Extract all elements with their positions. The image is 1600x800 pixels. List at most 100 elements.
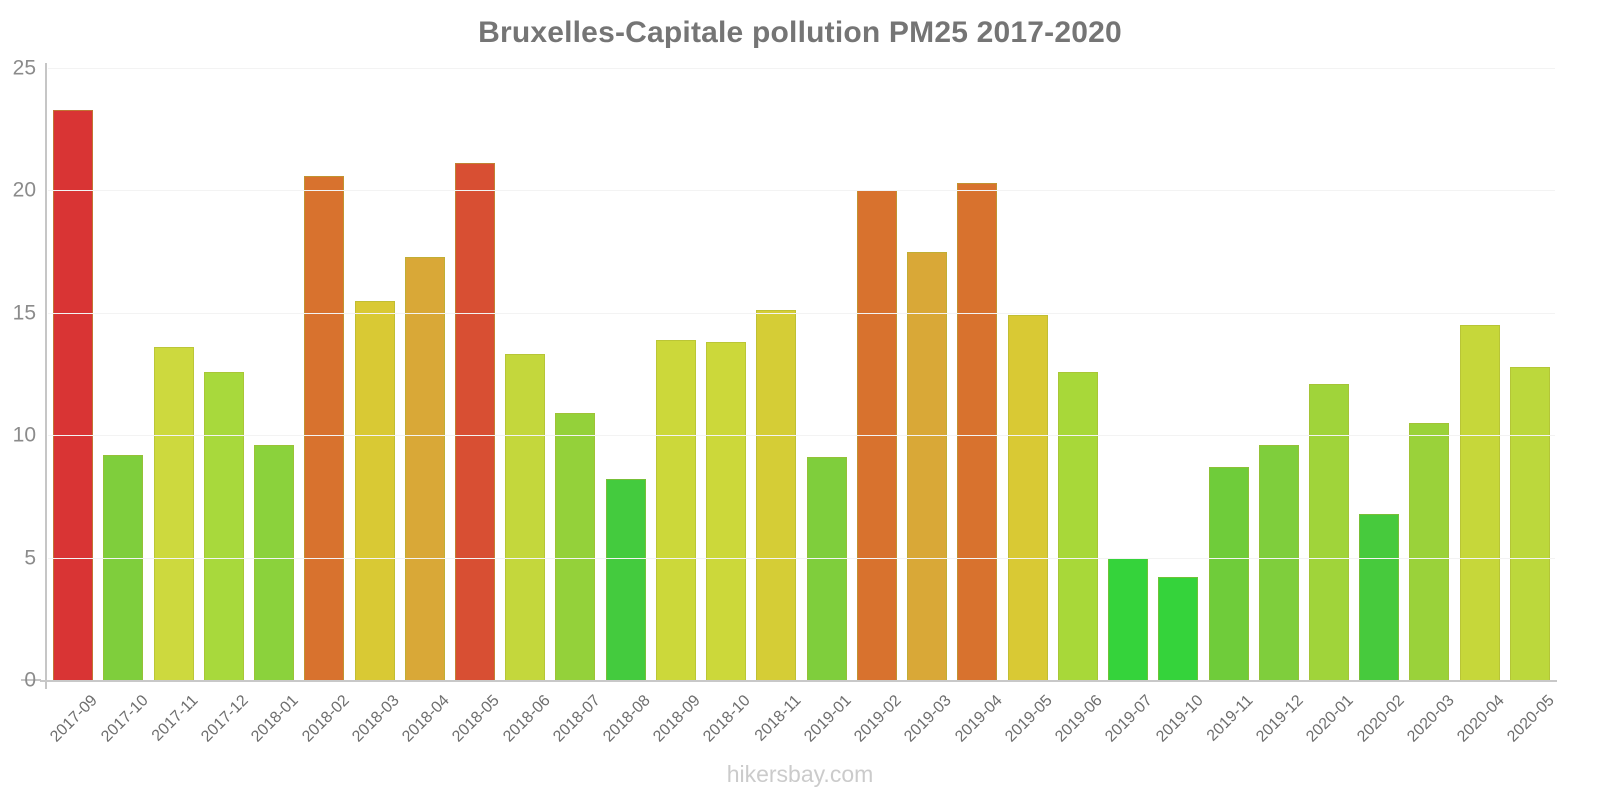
bar-slot-2019-04: 2019-04 xyxy=(952,68,1005,746)
x-tick-label-2018-04: 2018-04 xyxy=(399,692,453,746)
y-axis-zero-tick xyxy=(21,679,41,681)
x-tick-label-2018-07: 2018-07 xyxy=(549,692,604,746)
x-tick-label-2020-02: 2020-02 xyxy=(1353,692,1408,746)
x-tick-label-2020-03: 2020-03 xyxy=(1403,692,1458,746)
x-tick-label-2017-10: 2017-10 xyxy=(97,692,152,746)
bar-slot-2018-07: 2018-07 xyxy=(550,68,603,746)
bar-slot-2017-11: 2017-11 xyxy=(148,68,202,745)
bar-2018-10[interactable] xyxy=(706,342,747,680)
gridline-15 xyxy=(48,312,1555,314)
x-tick-label-2019-06: 2019-06 xyxy=(1052,692,1106,746)
bar-2018-07[interactable] xyxy=(555,413,596,680)
bar-2017-11[interactable] xyxy=(153,347,194,680)
x-tick-label-2019-04: 2019-04 xyxy=(951,692,1006,746)
bar-slot-2018-11: 2018-11 xyxy=(751,68,804,745)
y-tick-label-25: 25 xyxy=(12,56,36,80)
y-axis-line xyxy=(45,63,47,689)
bar-2018-04[interactable] xyxy=(404,256,445,680)
bar-slot-2018-04: 2018-04 xyxy=(399,68,453,746)
bar-2019-07[interactable] xyxy=(1108,557,1149,680)
bar-2019-04[interactable] xyxy=(957,183,998,680)
bar-2018-08[interactable] xyxy=(605,479,646,680)
gridline-5 xyxy=(48,557,1555,559)
bar-2018-06[interactable] xyxy=(505,354,546,680)
watermark-text: hikersbay.com xyxy=(726,761,874,787)
x-tick-label-2017-09: 2017-09 xyxy=(47,692,102,746)
bar-2017-10[interactable] xyxy=(103,454,144,680)
bar-2020-05[interactable] xyxy=(1509,366,1550,680)
x-tick-label-2019-01: 2019-01 xyxy=(801,692,855,746)
y-tick-label-20: 20 xyxy=(12,178,36,202)
bar-series: 2017-09 2017-10 2017-11 2017-12 2018-01 2018-… xyxy=(48,68,1558,746)
bar-2020-03[interactable] xyxy=(1409,422,1450,680)
bar-slot-2020-05: 2020-05 xyxy=(1504,68,1558,746)
x-tick-label-2017-11: 2017-11 xyxy=(148,692,202,745)
bar-slot-2020-02: 2020-02 xyxy=(1354,68,1407,746)
x-tick-label-2019-11: 2019-11 xyxy=(1203,692,1257,745)
x-tick-label-2018-08: 2018-08 xyxy=(600,692,654,746)
bar-2018-02[interactable] xyxy=(304,175,345,680)
bar-2019-01[interactable] xyxy=(806,457,847,680)
gridline-20 xyxy=(48,190,1555,192)
bar-2020-04[interactable] xyxy=(1459,325,1500,680)
bar-2019-03[interactable] xyxy=(907,251,948,680)
bar-slot-2018-05: 2018-05 xyxy=(449,68,503,746)
bar-slot-2019-05: 2019-05 xyxy=(1002,68,1056,746)
gridline-10 xyxy=(48,435,1555,437)
bar-slot-2020-04: 2020-04 xyxy=(1454,68,1508,746)
plot-area: 2017-09 2017-10 2017-11 2017-12 2018-01 2018-… xyxy=(13,58,1558,746)
y-tick-label-0: 0 xyxy=(24,668,36,692)
bar-2019-10[interactable] xyxy=(1158,577,1199,680)
bar-slot-2018-08: 2018-08 xyxy=(600,68,654,746)
bar-slot-2017-09: 2017-09 xyxy=(48,68,101,746)
bar-2017-12[interactable] xyxy=(203,371,244,680)
bar-2020-01[interactable] xyxy=(1308,383,1349,680)
bar-slot-2018-02: 2018-02 xyxy=(299,68,352,746)
bar-2018-01[interactable] xyxy=(254,445,295,680)
x-tick-label-2020-01: 2020-01 xyxy=(1303,692,1358,746)
y-tick-label-5: 5 xyxy=(24,546,36,570)
bar-2018-05[interactable] xyxy=(454,163,495,680)
bar-slot-2020-01: 2020-01 xyxy=(1303,68,1357,746)
x-tick-label-2020-05: 2020-05 xyxy=(1504,692,1558,746)
x-tick-label-2020-04: 2020-04 xyxy=(1454,692,1508,746)
bar-2020-02[interactable] xyxy=(1359,513,1400,680)
x-tick-label-2018-06: 2018-06 xyxy=(499,692,554,746)
bar-2019-05[interactable] xyxy=(1007,315,1048,680)
gridline-25 xyxy=(48,68,1555,69)
x-tick-label-2018-05: 2018-05 xyxy=(449,692,504,746)
bar-slot-2019-11: 2019-11 xyxy=(1203,68,1257,745)
chart-title: Bruxelles-Capitale pollution PM25 2017-2… xyxy=(478,16,1122,49)
bar-2019-12[interactable] xyxy=(1258,445,1299,680)
y-tick-label-10: 10 xyxy=(12,423,36,447)
x-tick-label-2018-10: 2018-10 xyxy=(700,692,755,746)
x-tick-label-2019-03: 2019-03 xyxy=(901,692,956,746)
y-tick-label-15: 15 xyxy=(12,301,36,325)
bar-slot-2018-01: 2018-01 xyxy=(249,68,302,746)
x-tick-label-2019-10: 2019-10 xyxy=(1152,692,1207,746)
bar-slot-2020-03: 2020-03 xyxy=(1404,68,1457,746)
bar-2019-06[interactable] xyxy=(1057,371,1098,680)
bar-slot-2019-06: 2019-06 xyxy=(1052,68,1106,746)
bar-2019-11[interactable] xyxy=(1208,467,1249,680)
x-tick-label-2018-03: 2018-03 xyxy=(349,692,403,746)
bar-slot-2019-10: 2019-10 xyxy=(1153,68,1206,746)
bar-slot-2018-10: 2018-10 xyxy=(701,68,754,746)
bar-slot-2018-09: 2018-09 xyxy=(650,68,704,746)
bar-2017-09[interactable] xyxy=(53,109,94,680)
x-tick-label-2017-12: 2017-12 xyxy=(198,692,252,746)
bar-slot-2019-07: 2019-07 xyxy=(1103,68,1156,746)
x-tick-label-2019-07: 2019-07 xyxy=(1102,692,1157,746)
x-axis-line xyxy=(40,680,1557,682)
bar-slot-2019-01: 2019-01 xyxy=(801,68,855,746)
bar-slot-2019-02: 2019-02 xyxy=(851,68,905,746)
bar-2018-03[interactable] xyxy=(354,300,395,680)
bar-slot-2018-06: 2018-06 xyxy=(500,68,553,746)
x-tick-label-2019-05: 2019-05 xyxy=(1002,692,1056,746)
bar-2018-09[interactable] xyxy=(655,339,696,680)
x-tick-label-2018-01: 2018-01 xyxy=(248,692,303,746)
x-tick-label-2018-02: 2018-02 xyxy=(298,692,353,746)
bar-slot-2018-03: 2018-03 xyxy=(349,68,403,746)
x-tick-label-2019-02: 2019-02 xyxy=(851,692,905,746)
bar-2018-11[interactable] xyxy=(756,310,797,680)
